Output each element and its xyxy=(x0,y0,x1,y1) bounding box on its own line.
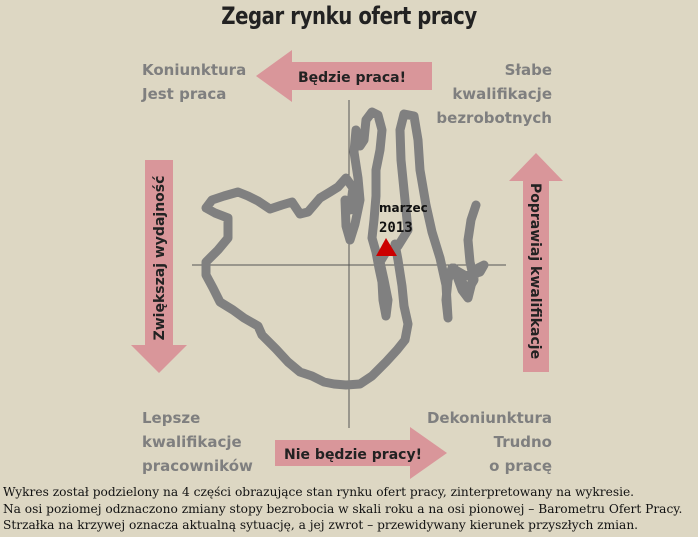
quadrant-top-right-label: Słabe kwalifikacje bezrobotnych xyxy=(436,58,552,130)
quadrant-top-left-line-1: Koniunktura xyxy=(142,61,247,79)
quadrant-top-right-line-3: bezrobotnych xyxy=(436,109,552,127)
arrow-right-label: Poprawiaj kwalifikacje xyxy=(527,183,543,359)
arrow-left: Zwiększaj wydajność xyxy=(131,160,187,373)
marker-month-label: marzec xyxy=(379,201,428,215)
quadrant-bottom-left-line-1: Lepsze xyxy=(142,409,201,427)
quadrant-bottom-left-label: Lepsze kwalifikacje pracowników xyxy=(142,406,253,478)
quadrant-bottom-right-line-2: Trudno xyxy=(493,433,552,451)
arrow-left-label: Zwiększaj wydajność xyxy=(152,176,168,341)
quadrant-bottom-right-line-1: Dekoniunktura xyxy=(426,409,552,427)
quadrant-top-right-line-2: kwalifikacje xyxy=(452,85,552,103)
quadrant-top-left-line-2: Jest praca xyxy=(142,85,227,103)
quadrant-bottom-right-line-3: o pracę xyxy=(489,457,552,475)
caption-line-3: Strzałka na krzywej oznacza aktualną syt… xyxy=(3,518,639,532)
arrow-bottom: Nie będzie pracy! xyxy=(275,427,447,479)
arrow-right: Poprawiaj kwalifikacje xyxy=(509,153,563,372)
quadrant-top-right-line-1: Słabe xyxy=(504,61,552,79)
current-position-marker xyxy=(376,238,397,256)
market-clock-diagram: marzec 2013 Będzie praca! Nie będzie pra… xyxy=(131,50,563,479)
arrow-bottom-label: Nie będzie pracy! xyxy=(284,447,422,463)
trajectory-curve xyxy=(201,107,489,390)
caption-line-1: Wykres został podzielony na 4 części obr… xyxy=(3,485,635,499)
page-title: Zegar rynku ofert pracy xyxy=(221,2,477,30)
caption: Wykres został podzielony na 4 części obr… xyxy=(3,484,698,534)
marker-year-label: 2013 xyxy=(379,220,413,236)
quadrant-bottom-right-label: Dekoniunktura Trudno o pracę xyxy=(427,406,552,478)
quadrant-bottom-left-line-2: kwalifikacje xyxy=(142,433,242,451)
quadrant-bottom-left-line-3: pracowników xyxy=(142,457,253,475)
arrow-top-label: Będzie praca! xyxy=(298,70,406,86)
arrow-top: Będzie praca! xyxy=(256,50,432,102)
quadrant-top-left-label: Koniunktura Jest praca xyxy=(142,58,246,106)
caption-line-2: Na osi poziomej odznaczono zmiany stopy … xyxy=(3,501,683,516)
